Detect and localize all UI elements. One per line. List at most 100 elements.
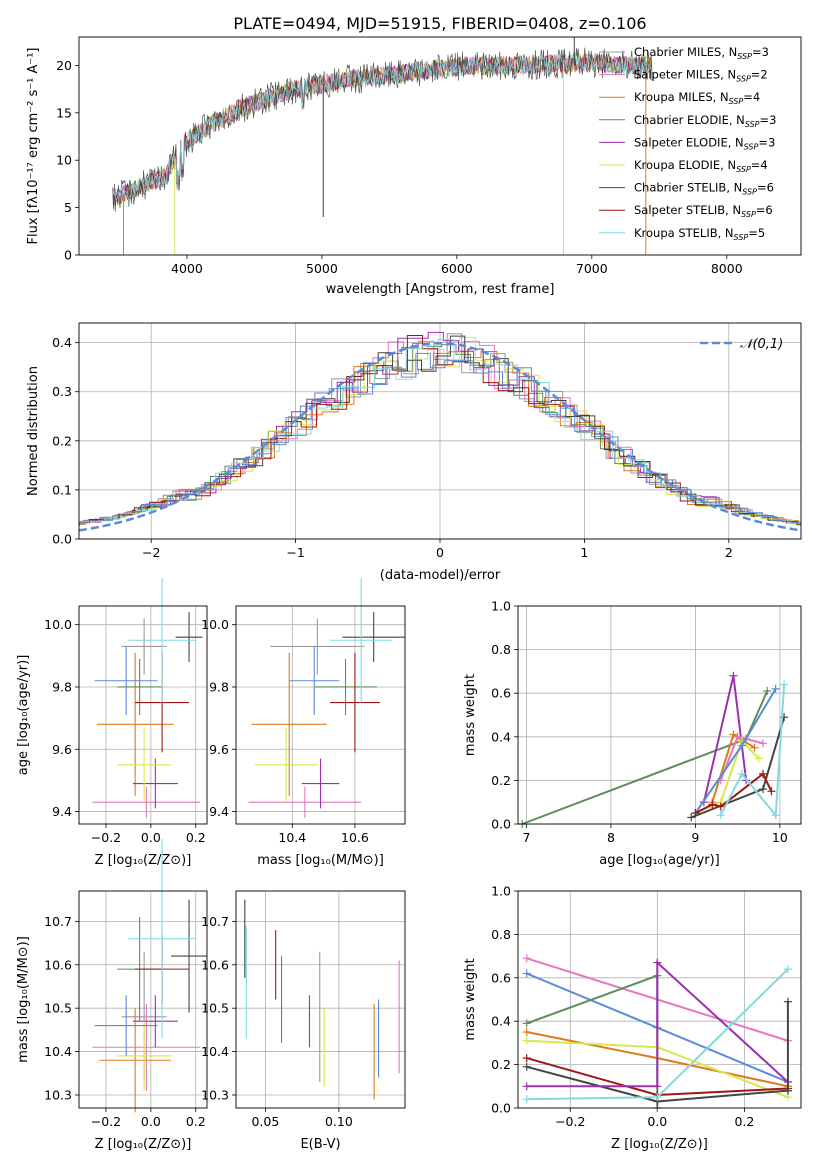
z-age-xlabel: Z [log₁₀(Z/Z⊙)] bbox=[95, 853, 192, 868]
z-mass-xlabel: Z [log₁₀(Z/Z⊙)] bbox=[95, 1137, 192, 1152]
legend-subscript: SSP bbox=[736, 75, 751, 84]
z-weight-ylabel: mass weight bbox=[463, 958, 478, 1040]
y-tick-label: 5 bbox=[64, 200, 72, 215]
legend-subscript: SSP bbox=[741, 210, 756, 219]
x-tick-label: 0.0 bbox=[141, 830, 161, 845]
x-tick-label: 10.6 bbox=[341, 830, 369, 845]
histogram-series bbox=[79, 346, 801, 525]
age-weight-frame bbox=[517, 605, 802, 825]
spectrum-lines bbox=[112, 37, 653, 255]
x-tick-label: 6000 bbox=[441, 261, 473, 276]
x-tick-label: 5000 bbox=[306, 261, 338, 276]
legend-label: Kroupa STELIB, NSSP=5 bbox=[634, 226, 765, 242]
legend-subscript: SSP bbox=[729, 97, 744, 106]
x-tick-label: 0.2 bbox=[186, 1114, 206, 1129]
y-tick-label: 9.8 bbox=[52, 679, 72, 694]
y-tick-label: 0 bbox=[64, 248, 72, 263]
y-tick-label: 1.0 bbox=[491, 599, 511, 614]
legend-label: Chabrier ELODIE, NSSP=3 bbox=[634, 113, 776, 129]
y-tick-label: 0.8 bbox=[491, 927, 511, 942]
x-tick-label: 7 bbox=[522, 830, 530, 845]
z-age-ylabel: age [log₁₀(age/yr)] bbox=[16, 655, 31, 776]
z-age-frame bbox=[78, 605, 208, 825]
x-tick-label: 7000 bbox=[576, 261, 608, 276]
y-tick-label: 10.4 bbox=[201, 1044, 229, 1059]
legend-subscript: SSP bbox=[744, 142, 759, 151]
legend-subscript: SSP bbox=[736, 165, 751, 174]
legend-text: =4 bbox=[743, 90, 760, 104]
y-tick-label: 20 bbox=[56, 58, 72, 73]
legend-text: Salpeter MILES, N bbox=[634, 68, 736, 82]
y-tick-label: 0.0 bbox=[491, 1101, 511, 1116]
spectrum-xlabel: wavelength [Angstrom, rest frame] bbox=[326, 282, 555, 297]
legend-text: =5 bbox=[748, 226, 765, 240]
legend-text: Chabrier MILES, N bbox=[634, 45, 737, 59]
z-mass-frame bbox=[78, 890, 208, 1109]
legend-subscript: SSP bbox=[745, 120, 760, 129]
y-tick-label: 9.4 bbox=[209, 804, 229, 819]
x-tick-label: 0.05 bbox=[251, 1114, 279, 1129]
x-tick-label: 10.4 bbox=[278, 830, 306, 845]
y-tick-label: 9.4 bbox=[52, 804, 72, 819]
y-tick-label: 0.2 bbox=[52, 433, 72, 448]
ebv-mass-errorbars bbox=[244, 899, 400, 1100]
x-tick-label: 0.0 bbox=[647, 1114, 667, 1129]
legend-text: Salpeter ELODIE, N bbox=[634, 135, 744, 149]
x-tick-label: 1 bbox=[580, 545, 588, 560]
y-tick-label: 0.0 bbox=[52, 532, 72, 547]
y-tick-label: 9.6 bbox=[52, 742, 72, 757]
x-tick-label: 0 bbox=[436, 545, 444, 560]
legend-text: Kroupa MILES, N bbox=[634, 90, 729, 104]
age-weight-xlabel: age [log₁₀(age/yr)] bbox=[599, 853, 720, 868]
z-mass-ylabel: mass [log₁₀(M/M⊙)] bbox=[16, 936, 31, 1063]
y-tick-label: 0.8 bbox=[491, 642, 511, 657]
histogram-series bbox=[79, 333, 801, 525]
spectrum-frame bbox=[78, 36, 802, 256]
y-tick-label: 9.6 bbox=[209, 742, 229, 757]
spectrum-ylabel: Flux [fλ10⁻¹⁷ erg cm⁻² s⁻¹ A⁻¹] bbox=[26, 48, 41, 245]
legend-subscript: SSP bbox=[742, 188, 757, 197]
x-tick-label: 9 bbox=[691, 830, 699, 845]
legend-text: =6 bbox=[757, 181, 774, 195]
y-tick-label: 0.0 bbox=[491, 817, 511, 832]
y-tick-label: 10.7 bbox=[201, 914, 229, 929]
residuals-ylabel: Normed distribution bbox=[26, 366, 41, 496]
weight-line bbox=[526, 960, 789, 1088]
legend-label: Kroupa ELODIE, NSSP=4 bbox=[634, 158, 768, 174]
mass-age-errorbars bbox=[248, 577, 405, 818]
x-tick-label: −1 bbox=[286, 545, 304, 560]
legend-text: =4 bbox=[751, 158, 768, 172]
x-tick-label: 0.2 bbox=[186, 830, 206, 845]
mass-age-frame bbox=[235, 605, 406, 825]
y-tick-label: 0.2 bbox=[491, 1057, 511, 1072]
y-tick-label: 10.3 bbox=[44, 1087, 72, 1102]
legend-label: Salpeter ELODIE, NSSP=3 bbox=[634, 135, 775, 151]
legend-text: Chabrier STELIB, N bbox=[634, 181, 742, 195]
y-tick-label: 10.5 bbox=[44, 1001, 72, 1016]
legend-text: Kroupa STELIB, N bbox=[634, 226, 734, 240]
y-tick-label: 10.0 bbox=[201, 617, 229, 632]
y-tick-label: 0.4 bbox=[491, 1014, 511, 1029]
legend-label: Chabrier STELIB, NSSP=6 bbox=[634, 181, 774, 197]
age-weight-lines bbox=[518, 671, 789, 828]
legend-subscript: SSP bbox=[737, 52, 752, 61]
z-weight-xlabel: Z [log₁₀(Z/Z⊙)] bbox=[611, 1137, 708, 1152]
legend-text: =3 bbox=[752, 45, 769, 59]
x-tick-label: 8 bbox=[607, 830, 615, 845]
legend-label: Salpeter MILES, NSSP=2 bbox=[634, 68, 768, 84]
x-tick-label: 8000 bbox=[711, 261, 743, 276]
y-tick-label: 0.4 bbox=[491, 729, 511, 744]
y-tick-label: 10.0 bbox=[44, 617, 72, 632]
residuals-frame bbox=[78, 322, 802, 540]
histogram-series bbox=[79, 342, 801, 525]
y-tick-label: 0.6 bbox=[491, 970, 511, 985]
z-age-errorbars bbox=[92, 577, 203, 818]
z-weight-lines bbox=[522, 954, 792, 1112]
weight-line bbox=[719, 684, 786, 818]
legend-label: Chabrier MILES, NSSP=3 bbox=[634, 45, 769, 61]
y-tick-label: 0.6 bbox=[491, 686, 511, 701]
x-tick-label: −2 bbox=[142, 545, 160, 560]
y-tick-label: 9.8 bbox=[209, 679, 229, 694]
